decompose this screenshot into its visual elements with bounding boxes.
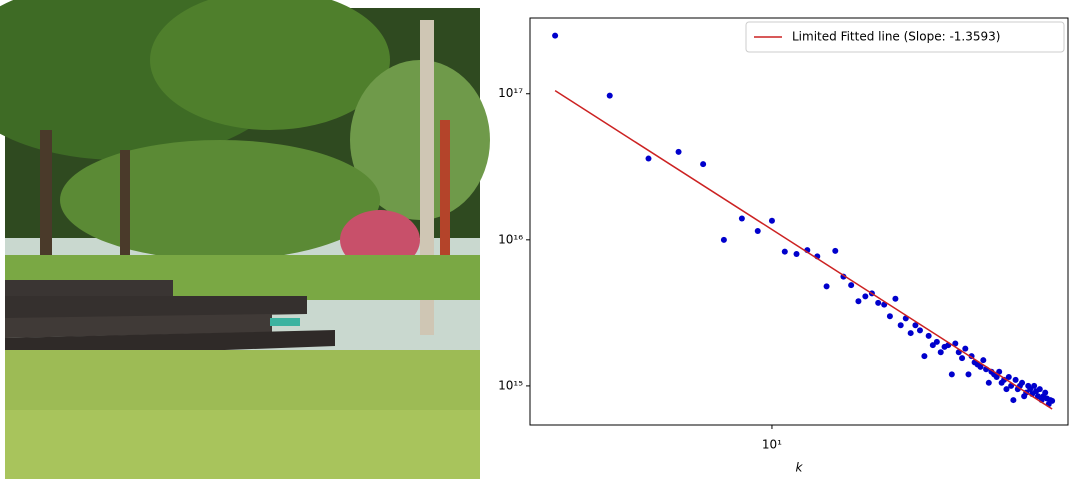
y-tick-label: 10¹⁷ [498, 86, 523, 100]
point [781, 248, 788, 255]
point [980, 357, 987, 364]
point [952, 340, 959, 347]
point [720, 236, 727, 243]
point [855, 298, 862, 305]
point [897, 322, 904, 329]
point [768, 217, 775, 224]
point [929, 342, 936, 349]
point [933, 338, 940, 345]
x-axis-label: k [796, 461, 804, 475]
point [962, 345, 969, 352]
point [1049, 397, 1056, 404]
point [1031, 382, 1038, 389]
point [985, 379, 992, 386]
point [832, 247, 839, 254]
point [993, 374, 1000, 381]
point [675, 148, 682, 155]
point [793, 250, 800, 257]
photo [0, 0, 490, 479]
point [552, 32, 559, 39]
point [925, 332, 932, 339]
y-tick-label: 10¹⁵ [498, 378, 523, 392]
point [1042, 389, 1049, 396]
point [1019, 379, 1026, 386]
point [959, 355, 966, 362]
point [907, 330, 914, 337]
point [937, 349, 944, 356]
point [965, 371, 972, 378]
point [1010, 397, 1017, 404]
point [886, 313, 893, 320]
point [1005, 374, 1012, 381]
point [645, 155, 652, 162]
point [700, 161, 707, 168]
point [1036, 386, 1043, 393]
legend-box [745, 21, 1065, 53]
point [948, 371, 955, 378]
point [848, 282, 855, 289]
point [823, 283, 830, 290]
point [1012, 376, 1019, 383]
point [921, 353, 928, 360]
point [754, 227, 761, 234]
point [916, 327, 923, 334]
fit-line [554, 90, 1053, 410]
point [738, 215, 745, 222]
point [912, 322, 919, 329]
x-tick-label: 10¹ [762, 438, 782, 452]
plot-area [529, 17, 1069, 426]
legend-label: Limited Fitted line (Slope: -1.3593) [792, 30, 1000, 44]
point [1003, 386, 1010, 393]
y-tick-label: 10¹⁶ [498, 232, 523, 246]
point [1034, 393, 1041, 400]
point [862, 293, 869, 300]
point [892, 295, 899, 302]
point [977, 363, 984, 370]
point [875, 299, 882, 306]
point [606, 92, 613, 99]
